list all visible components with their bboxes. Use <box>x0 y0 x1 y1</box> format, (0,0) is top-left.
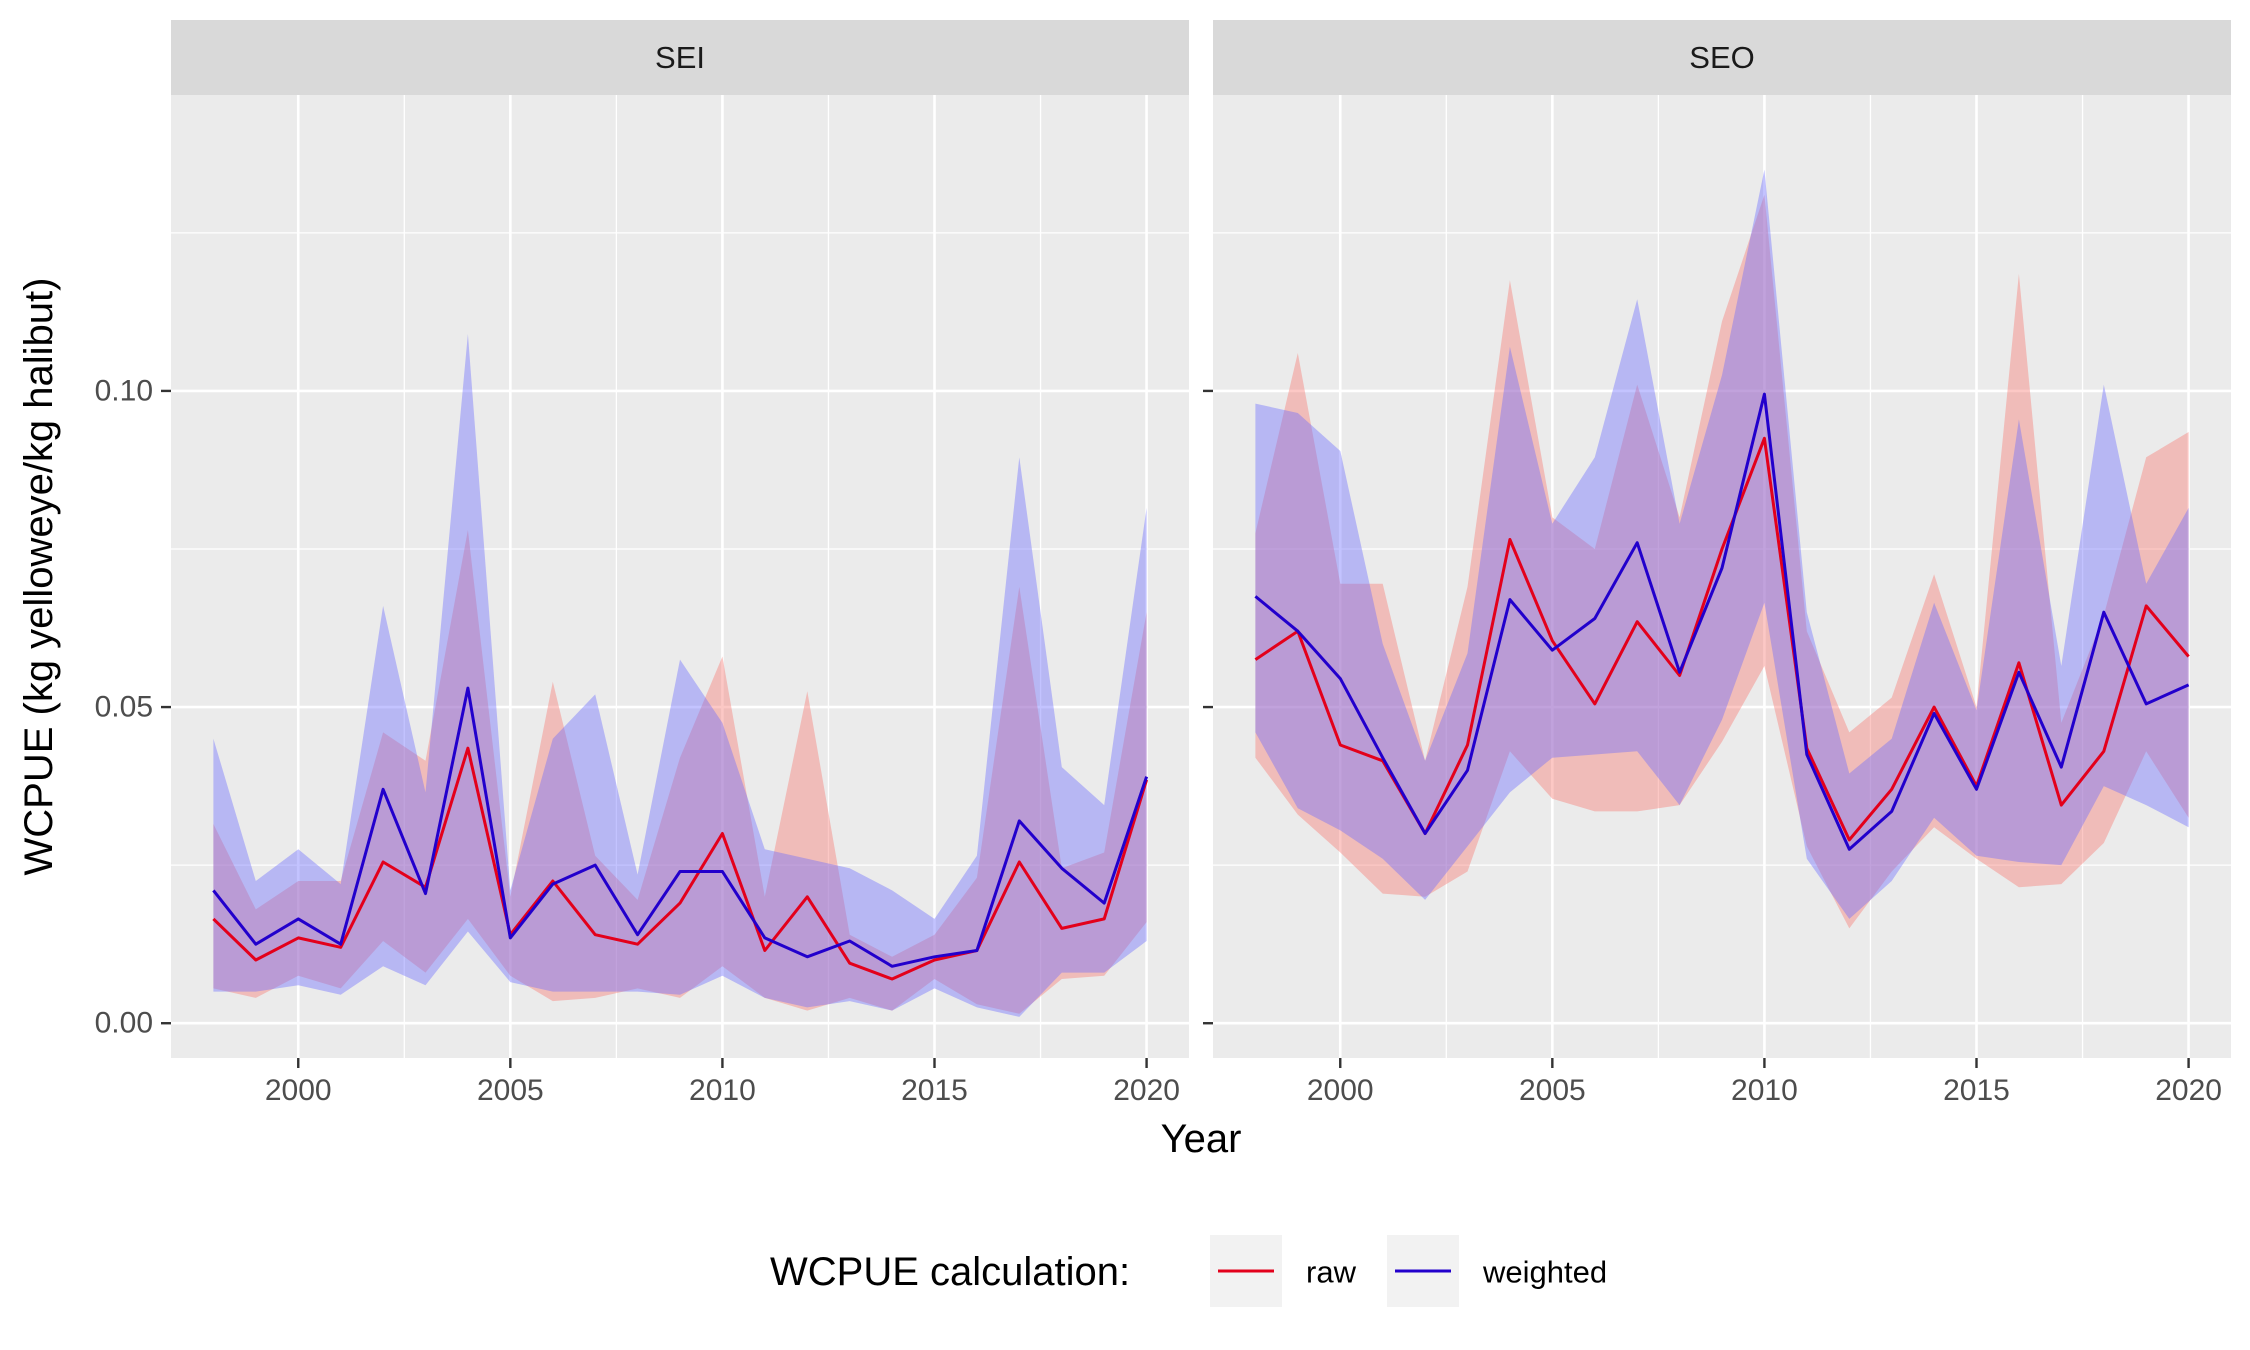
confidence-bands <box>213 334 1147 1017</box>
series-line-weighted <box>212 686 1149 968</box>
series-lines <box>1254 392 2190 851</box>
legend-label-raw: raw <box>1306 1255 1357 1290</box>
facet-panel-seo: SEO <box>1213 20 2231 1058</box>
x-tick-label: 2015 <box>901 1074 968 1107</box>
facet-strip-label: SEO <box>1689 40 1754 75</box>
x-tick-label: 2000 <box>265 1074 332 1107</box>
confidence-band-weighted <box>1255 169 2189 919</box>
legend-title: WCPUE calculation: <box>770 1250 1130 1294</box>
panel-grid <box>171 95 1189 1058</box>
x-tick-label: 2005 <box>477 1074 544 1107</box>
x-tick-label: 2020 <box>2155 1074 2222 1107</box>
x-axis: 2000 2005 2010 2015 2020 2000 2005 2010 2015 2020 <box>265 1058 2222 1107</box>
y-axis: 0.00 0.05 0.10 <box>95 374 1213 1040</box>
series-lines <box>212 686 1149 981</box>
y-tick-label: 0.00 <box>95 1007 153 1040</box>
series-line-weighted <box>1254 392 2190 851</box>
facet-panel-sei: SEI <box>171 20 1189 1058</box>
legend-label-weighted: weighted <box>1482 1255 1607 1290</box>
legend-key-raw <box>1210 1235 1282 1307</box>
y-axis-title: WCPUE (kg yelloweye/kg halibut) <box>17 278 61 876</box>
facet-strip-label: SEI <box>655 40 705 75</box>
x-tick-label: 2020 <box>1113 1074 1180 1107</box>
y-tick-label: 0.05 <box>95 691 153 724</box>
facet-strip <box>1213 20 2231 95</box>
legend-key-weighted <box>1387 1235 1459 1307</box>
panel-background <box>171 95 1189 1058</box>
x-tick-label: 2005 <box>1519 1074 1586 1107</box>
x-tick-label: 2000 <box>1307 1074 1374 1107</box>
x-tick-label: 2010 <box>689 1074 756 1107</box>
confidence-band-weighted <box>213 334 1147 1017</box>
y-tick-label: 0.10 <box>95 374 153 407</box>
x-tick-label: 2015 <box>1943 1074 2010 1107</box>
panel-grid <box>1213 95 2231 1058</box>
panel-background <box>1213 95 2231 1058</box>
confidence-band-raw <box>213 530 1147 1014</box>
facet-strip <box>171 20 1189 95</box>
x-axis-title: Year <box>1161 1117 1242 1161</box>
x-tick-label: 2010 <box>1731 1074 1798 1107</box>
legend: WCPUE calculation: raw weighted <box>770 1235 1607 1307</box>
series-line-raw <box>212 746 1149 981</box>
